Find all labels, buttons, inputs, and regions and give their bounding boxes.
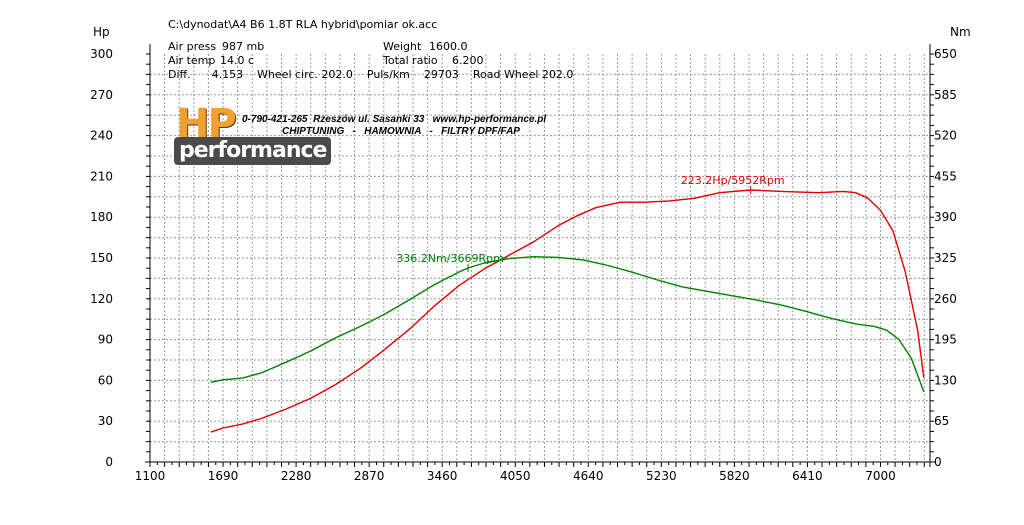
y-left-tick-label: 270 [90,88,113,102]
y-left-tick-label: 210 [90,169,113,183]
y-right-tick-label: 520 [934,129,957,143]
x-tick-label: 2870 [354,469,385,483]
weight-value: 1600.0 [429,40,468,53]
x-tick-label: 2280 [281,469,312,483]
file-path: C:\dynodat\A4 B6 1.8T RLA hybrid\pomiar … [168,18,438,31]
contact-line: 0-790-421-265 Rzeszów ul. Sasanki 33 www… [242,114,547,125]
peak-annotation: 336.2Nm/3669Rpm [396,252,503,265]
series [210,189,925,433]
weight-label: Weight [383,40,422,53]
x-tick-label: 1100 [135,469,166,483]
services-line: CHIPTUNING - HAMOWNIA - FILTRY DPF/FAP [282,126,520,137]
tick-labels: 1100 1690 2280 2870 3460 4050 4640 5230 5820 6410… [90,47,957,483]
air-press-value: 987 mb [222,40,265,53]
y-left-tick-label: 120 [90,292,113,306]
air-temp-value: 14.0 c [220,54,255,67]
x-tick-label: 6410 [792,469,823,483]
axes [145,44,935,467]
y-left-axis-unit: Hp [93,25,110,39]
y-left-tick-label: 300 [90,47,113,61]
diff-line: Diff. 4.153 Wheel circ. 202.0 Puls/km 29… [168,68,574,81]
y-left-tick-label: 150 [90,251,113,265]
y-left-tick-label: 60 [98,373,113,387]
x-tick-label: 4050 [500,469,531,483]
y-left-tick-label: 240 [90,129,113,143]
y-right-tick-label: 325 [934,251,957,265]
y-left-tick-label: 90 [98,333,113,347]
y-right-tick-label: 260 [934,292,957,306]
y-right-tick-label: 390 [934,210,957,224]
y-right-tick-label: 0 [934,455,942,469]
x-tick-label: 4640 [573,469,604,483]
air-press-label: Air press [168,40,217,53]
y-right-tick-label: 130 [934,373,957,387]
air-temp-label: Air temp [168,54,216,67]
y-right-axis-unit: Nm [950,25,971,39]
total-ratio-value: 6.200 [452,54,484,67]
y-right-tick-label: 195 [934,333,957,347]
logo-performance-text: performance [174,137,332,165]
y-left-tick-label: 180 [90,210,113,224]
y-left-tick-label: 30 [98,414,113,428]
annotations: 223.2Hp/5952Rpm 336.2Nm/3669Rpm [396,174,785,273]
x-tick-label: 3460 [427,469,458,483]
x-tick-label: 7000 [865,469,896,483]
x-tick-label: 5820 [719,469,750,483]
y-left-tick-label: 0 [105,455,113,469]
total-ratio-label: Total ratio [383,54,438,67]
grid [150,54,930,462]
x-tick-label: 1690 [208,469,239,483]
y-right-tick-label: 65 [934,414,949,428]
y-right-tick-label: 650 [934,47,957,61]
power-curve [210,189,925,433]
x-tick-label: 5230 [646,469,677,483]
peak-annotation: 223.2Hp/5952Rpm [681,174,785,187]
torque-curve [210,256,925,392]
y-right-tick-label: 455 [934,169,957,183]
y-right-tick-label: 585 [934,88,957,102]
